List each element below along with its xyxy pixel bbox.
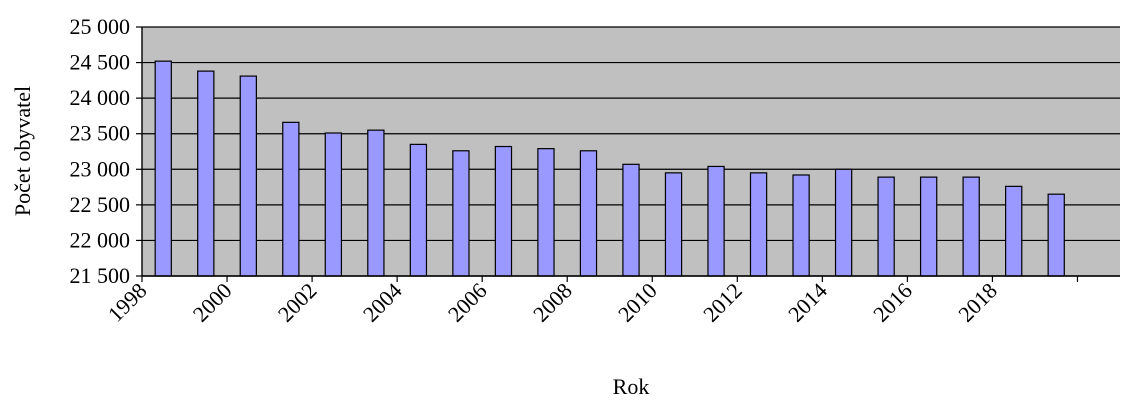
bar-2016 [919,176,938,277]
bar-2019 [1047,193,1065,277]
bar-1998 [154,60,172,277]
x-tick-label: 2018 [953,278,1002,327]
x-tick-label: 2010 [613,278,662,327]
y-tick-label: 22 000 [70,227,131,252]
x-axis-title: Rok [613,374,650,399]
bar-2000 [239,75,257,277]
bar-2006 [494,145,513,277]
x-tick-label: 2014 [783,278,832,327]
bar-2007 [537,148,555,277]
bar-2011 [707,165,725,277]
y-axis-title: Počet obyvatel [10,86,35,216]
y-tick-label: 23 500 [70,121,131,146]
bar-2013 [792,174,810,277]
bar-2009 [622,163,640,277]
y-tick-label: 23 000 [70,156,131,181]
x-tick-label: 2012 [698,278,747,327]
bar-2005 [452,150,470,277]
bar-2012 [749,172,768,277]
bar-1999 [197,70,215,277]
y-tick-label: 24 500 [70,50,131,75]
bar-2017 [962,176,980,277]
bar-2008 [579,150,598,277]
bar-2014 [834,168,853,277]
x-tick-label: 2000 [188,278,237,327]
x-axis-tick-labels: 1998 2000 2002 2004 2006 2008 2010 2012 2014 2016… [103,278,1002,327]
axes [136,26,1120,282]
x-tick-label: 2006 [443,278,492,327]
x-tick-label: 2002 [273,278,322,327]
bar-2003 [367,129,385,277]
y-tick-label: 25 000 [70,14,131,39]
bar-2004 [409,143,428,277]
bar-2015 [877,176,895,277]
bar-2018 [1005,185,1023,277]
bar-2001 [282,121,300,277]
x-tick-label: 2008 [528,278,577,327]
y-tick-label: 24 000 [70,85,131,110]
x-tick-label: 2004 [358,278,407,327]
x-tick-label: 2016 [868,278,917,327]
bar-2002 [324,132,343,277]
y-tick-label: 21 500 [70,263,131,288]
bar-2010 [664,172,683,277]
y-tick-label: 22 500 [70,192,131,217]
y-axis-tick-labels: 21 500 22 000 22 500 23 000 23 500 24 000 24 5… [70,14,131,288]
